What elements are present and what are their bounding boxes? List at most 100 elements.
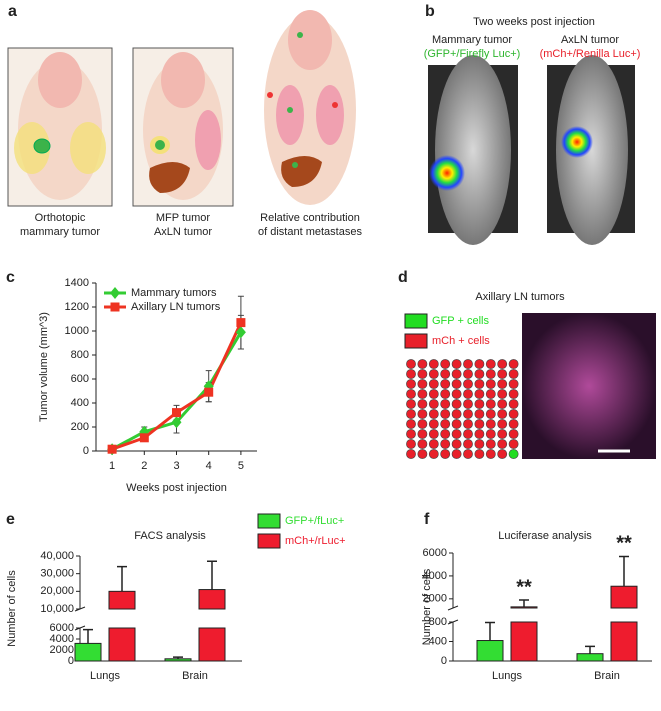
legend-label: Axillary LN tumors bbox=[131, 301, 221, 313]
bar bbox=[476, 640, 504, 662]
x-tick-label: Lungs bbox=[492, 670, 522, 682]
cell-dot bbox=[428, 409, 439, 419]
cell-dot bbox=[497, 379, 508, 389]
bar bbox=[610, 621, 638, 662]
cell-dot bbox=[497, 389, 508, 399]
error-bar bbox=[519, 599, 529, 607]
cell-dot bbox=[474, 359, 485, 369]
y-tick-label: 10,000 bbox=[40, 603, 74, 615]
cell-dot bbox=[428, 419, 439, 429]
y-tick-label: 1200 bbox=[65, 301, 89, 313]
cell-dot bbox=[451, 409, 462, 419]
bar bbox=[510, 606, 538, 609]
cell-dot bbox=[463, 379, 473, 389]
cell-dot bbox=[428, 449, 439, 459]
cell-dot bbox=[474, 379, 485, 389]
cell-dot bbox=[406, 399, 416, 409]
cell-dot bbox=[440, 439, 451, 449]
marker bbox=[236, 318, 246, 328]
image-sublabel: (GFP+/Firefly Luc+) bbox=[424, 48, 521, 60]
cell-dot bbox=[474, 389, 485, 399]
cell-dot bbox=[497, 439, 508, 449]
chart-title: FACS analysis bbox=[134, 530, 206, 542]
x-tick-label: Brain bbox=[594, 670, 620, 682]
bar bbox=[510, 621, 538, 662]
y-tick-label: 20,000 bbox=[40, 585, 74, 597]
cell-dot bbox=[508, 369, 519, 379]
marker bbox=[107, 444, 117, 454]
cell-dot bbox=[417, 409, 428, 419]
y-tick-label: 600 bbox=[71, 373, 89, 385]
y-tick-label: 40,000 bbox=[40, 550, 74, 562]
y-axis-label: Number of cells bbox=[6, 570, 18, 647]
panel-label: c bbox=[6, 269, 15, 286]
caption: mammary tumor bbox=[20, 226, 100, 238]
image-sublabel: (mCh+/Renilla Luc+) bbox=[540, 48, 641, 60]
cell-dot bbox=[406, 449, 416, 459]
cell-dot bbox=[474, 419, 485, 429]
cell-dot bbox=[463, 389, 473, 399]
cell-dot bbox=[451, 429, 462, 439]
cell-dot bbox=[451, 389, 462, 399]
error-bar bbox=[117, 565, 127, 592]
chart-title: Luciferase analysis bbox=[498, 530, 592, 542]
bar bbox=[108, 590, 136, 610]
cell-dot bbox=[485, 439, 496, 449]
legend-marker bbox=[110, 302, 120, 312]
cell-dot bbox=[508, 399, 519, 409]
cell-dot bbox=[497, 399, 508, 409]
cell-dot bbox=[440, 449, 451, 459]
cell-dot bbox=[474, 399, 485, 409]
cell-dot bbox=[451, 449, 462, 459]
cell-dot bbox=[428, 399, 439, 409]
y-tick-label: 1000 bbox=[65, 325, 89, 337]
cell-dot bbox=[508, 359, 519, 369]
marker bbox=[139, 433, 149, 443]
cell-dot bbox=[508, 379, 519, 389]
legend-marker bbox=[110, 287, 120, 299]
error-bar bbox=[207, 560, 217, 590]
cell-dot bbox=[474, 369, 485, 379]
bar bbox=[108, 627, 136, 662]
cell-dot bbox=[508, 389, 519, 399]
y-axis-label: Tumor volume (mm^3) bbox=[38, 312, 50, 422]
legend-label: mCh + cells bbox=[432, 335, 490, 347]
cell-dot bbox=[428, 429, 439, 439]
x-tick-label: 2 bbox=[141, 460, 147, 472]
mouse-drawings bbox=[7, 10, 356, 207]
y-tick-label: 6000 bbox=[50, 622, 74, 634]
x-tick-label: 3 bbox=[173, 460, 179, 472]
x-tick-label: 5 bbox=[238, 460, 244, 472]
cell-dot bbox=[417, 399, 428, 409]
cell-dot bbox=[440, 379, 451, 389]
legend-swatch bbox=[404, 333, 428, 349]
cell-dot bbox=[406, 439, 416, 449]
caption: of distant metastases bbox=[258, 226, 362, 238]
y-tick-label: 2000 bbox=[50, 644, 74, 656]
cell-dot bbox=[428, 379, 439, 389]
y-axis-label: Number of cells bbox=[421, 568, 433, 645]
error-bar bbox=[485, 621, 495, 641]
cell-dot bbox=[417, 369, 428, 379]
legend-swatch bbox=[257, 533, 281, 549]
bar bbox=[74, 642, 102, 662]
cell-dot bbox=[451, 369, 462, 379]
caption: Orthotopic bbox=[35, 212, 86, 224]
cell-dot bbox=[417, 389, 428, 399]
x-tick-label: 4 bbox=[206, 460, 212, 472]
cell-dot bbox=[508, 449, 519, 459]
cell-dot bbox=[474, 439, 485, 449]
y-tick-label: 400 bbox=[429, 635, 447, 647]
legend-label: Mammary tumors bbox=[131, 287, 217, 299]
bar bbox=[164, 658, 192, 662]
cell-dot bbox=[497, 449, 508, 459]
cell-dot bbox=[451, 399, 462, 409]
imaging bbox=[428, 55, 635, 245]
cell-dot bbox=[440, 389, 451, 399]
cell-dot bbox=[417, 379, 428, 389]
bar bbox=[198, 589, 226, 610]
x-axis-label: Weeks post injection bbox=[126, 482, 227, 494]
cell-dot bbox=[497, 429, 508, 439]
cell-dot bbox=[440, 429, 451, 439]
panel-label: d bbox=[398, 269, 408, 286]
